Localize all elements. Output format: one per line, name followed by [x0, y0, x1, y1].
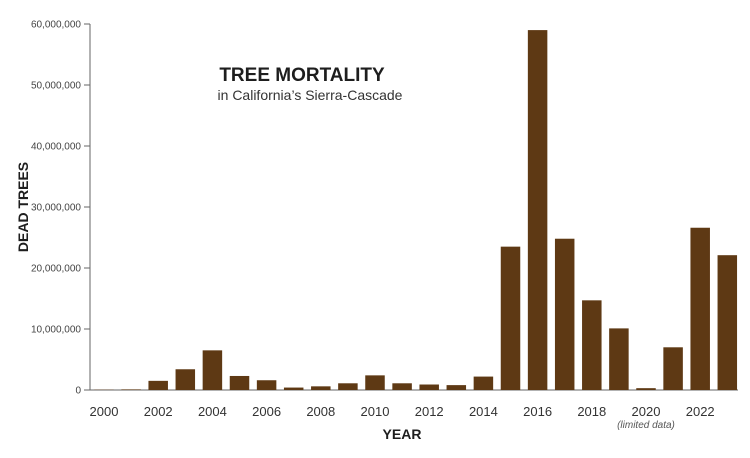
x-tick-label: 2014 [469, 404, 498, 419]
x-tick-label: 2002 [144, 404, 173, 419]
bar-2010 [365, 375, 385, 390]
bar-2023 [717, 255, 738, 390]
bar-2011 [392, 383, 412, 390]
x-tick-label: 2006 [252, 404, 281, 419]
x-tick-label: 2008 [306, 404, 335, 419]
y-tick-label: 10,000,000 [31, 325, 81, 336]
bar-2012 [419, 384, 439, 390]
bar-2001 [121, 389, 141, 390]
x-tick-label: 2022 [686, 404, 715, 419]
annotations: (limited data) [617, 420, 675, 431]
axes [89, 24, 738, 391]
x-axis-label: YEAR [383, 426, 422, 442]
x-axis-ticks: 2000 2002 2004 2006 2008 2010 2012 2014 2016 2018… [90, 404, 715, 419]
chart-title: TREE MORTALITY [219, 65, 385, 86]
y-axis-ticks: 0 10,000,000 20,000,000 30,000,000 40,000,00… [31, 20, 90, 397]
bar-2014 [473, 376, 494, 390]
bar-2022 [690, 227, 710, 390]
x-tick-label: 2000 [90, 404, 119, 419]
bar-2017 [554, 238, 575, 390]
bars [94, 30, 738, 390]
x-tick-label: 2018 [577, 404, 606, 419]
bar-2007 [283, 387, 304, 390]
x-tick-label: 2016 [523, 404, 552, 419]
x-tick-label: 2020 [632, 404, 661, 419]
bar-2013 [446, 385, 467, 390]
bar-2006 [256, 380, 277, 390]
y-tick-label: 40,000,000 [31, 142, 81, 153]
bar-2002 [148, 380, 168, 390]
bar-2004 [202, 350, 223, 390]
x-tick-label: 2010 [361, 404, 390, 419]
y-tick-label: 60,000,000 [31, 20, 81, 31]
y-axis-label: DEAD TREES [15, 162, 31, 252]
y-tick-label: 20,000,000 [31, 264, 81, 275]
bar-2003 [175, 369, 196, 390]
y-tick-label: 30,000,000 [31, 203, 81, 214]
annotation-limited-data: (limited data) [617, 420, 675, 431]
bar-2019 [609, 328, 629, 390]
bar-2020 [636, 388, 656, 390]
bar-2009 [338, 383, 358, 390]
bar-2016 [527, 30, 548, 390]
bar-2015 [500, 246, 521, 390]
chart-subtitle: in California’s Sierra-Cascade [218, 87, 403, 103]
bar-2018 [582, 300, 602, 390]
bar-2008 [311, 386, 331, 390]
bar-2021 [663, 347, 683, 390]
x-tick-label: 2012 [415, 404, 444, 419]
x-tick-label: 2004 [198, 404, 227, 419]
y-tick-label: 50,000,000 [31, 81, 81, 92]
bar-2005 [229, 375, 250, 390]
y-tick-label: 0 [75, 386, 81, 397]
